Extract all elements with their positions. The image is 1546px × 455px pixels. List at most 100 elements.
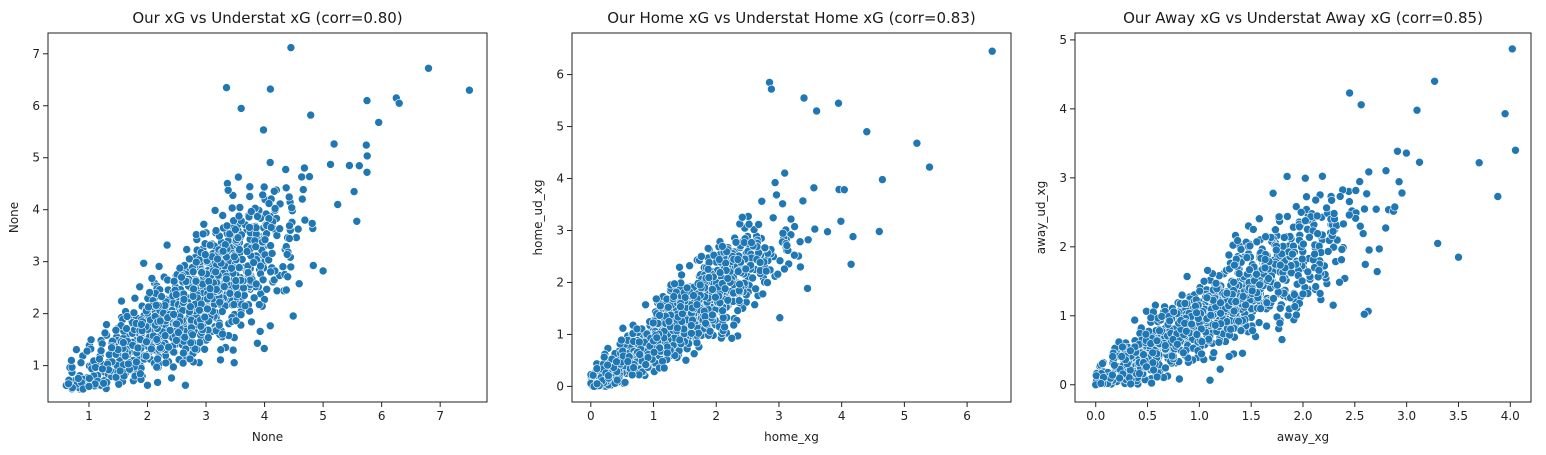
scatter-point (1305, 233, 1314, 242)
scatter-point (677, 270, 686, 280)
scatter-point (152, 362, 161, 372)
x-tick-label: 5 (901, 409, 909, 423)
scatter-point (1139, 350, 1148, 359)
scatter-point (1288, 249, 1297, 259)
scatter-point (1292, 310, 1301, 320)
scatter-point (1360, 204, 1369, 214)
scatter-point (1165, 316, 1174, 326)
scatter-point (203, 304, 212, 314)
scatter-point (245, 192, 254, 201)
scatter-point (235, 203, 245, 212)
scatter-point (1328, 227, 1338, 236)
scatter-point (1230, 260, 1239, 270)
scatter-point (1508, 44, 1517, 54)
scatter-point (227, 203, 237, 213)
scatter-point (1216, 298, 1225, 308)
scatter-point (283, 272, 293, 282)
scatter-point (770, 178, 780, 187)
scatter-point (424, 64, 433, 73)
scatter-point (100, 328, 110, 338)
scatter-point (1301, 216, 1310, 225)
scatter-point (809, 183, 819, 193)
scatter-point (1318, 172, 1327, 181)
scatter-point (135, 282, 144, 292)
scatter-point (1493, 192, 1503, 201)
scatter-point (281, 285, 291, 295)
scatter-point (987, 46, 997, 56)
scatter-point (394, 98, 404, 108)
scatter-point (1268, 189, 1278, 198)
scatter-point (102, 320, 111, 329)
scatter-point (121, 351, 130, 361)
points-layer (1091, 44, 1520, 390)
scatter-point (308, 261, 318, 270)
scatter-point (718, 306, 727, 316)
scatter-point (1242, 253, 1252, 262)
scatter-point (234, 263, 244, 272)
scatter-point (139, 258, 148, 268)
scatter-point (151, 300, 161, 310)
scatter-point (245, 223, 254, 232)
scatter-point (1364, 245, 1374, 255)
scatter-point (1271, 225, 1280, 234)
scatter-point (692, 338, 702, 348)
scatter-point (1161, 363, 1170, 373)
scatter-point (1152, 336, 1162, 346)
scatter-point (1397, 188, 1407, 198)
scatter-point (634, 337, 644, 347)
scatter-point (147, 344, 156, 354)
scatter-point (218, 211, 227, 220)
scatter-point (678, 309, 687, 319)
scatter-point (281, 183, 291, 193)
scatter-point (260, 235, 270, 244)
scatter-point (1290, 302, 1300, 311)
scatter-point (272, 286, 282, 296)
scatter-point (750, 300, 760, 310)
scatter-point (231, 316, 241, 326)
scatter-point (1234, 269, 1244, 278)
y-tick-label: 7 (32, 47, 40, 61)
x-tick-label: 4 (261, 409, 269, 423)
scatter-point (1224, 250, 1234, 260)
scatter-point (1337, 255, 1346, 265)
y-tick-label: 5 (556, 120, 564, 134)
scatter-point (862, 127, 872, 136)
scatter-point (266, 267, 275, 277)
scatter-panel-2: Our Home xG vs Understat Home xG (corr=0… (531, 9, 1012, 444)
scatter-point (652, 333, 662, 343)
scatter-point (264, 199, 274, 208)
scatter-point (1147, 378, 1156, 388)
scatter-point (803, 235, 813, 245)
scatter-point (129, 308, 139, 318)
scatter-point (659, 363, 669, 373)
scatter-point (281, 165, 291, 174)
scatter-point (778, 199, 787, 209)
scatter-point (1179, 348, 1188, 358)
scatter-point (836, 217, 846, 226)
scatter-point (641, 360, 651, 369)
scatter-point (1245, 265, 1254, 275)
scatter-point (780, 168, 790, 178)
scatter-point (603, 360, 612, 370)
scatter-point (216, 355, 225, 365)
scatter-point (733, 306, 743, 315)
scatter-point (1249, 225, 1258, 234)
scatter-point (362, 96, 372, 105)
scatter-point (1390, 202, 1400, 212)
scatter-point (689, 291, 698, 300)
scatter-point (164, 342, 173, 352)
scatter-point (687, 328, 696, 338)
x-tick-label: 1 (85, 409, 93, 423)
scatter-point (632, 324, 642, 334)
scatter-point (1282, 172, 1292, 181)
scatter-point (95, 354, 104, 364)
scatter-point (669, 292, 679, 301)
scatter-point (117, 296, 126, 306)
scatter-point (878, 175, 887, 184)
y-tick-label: 2 (556, 275, 564, 289)
scatter-point (617, 335, 626, 345)
scatter-point (731, 238, 741, 247)
scatter-point (708, 310, 717, 320)
scatter-point (705, 326, 715, 336)
scatter-point (172, 319, 181, 329)
